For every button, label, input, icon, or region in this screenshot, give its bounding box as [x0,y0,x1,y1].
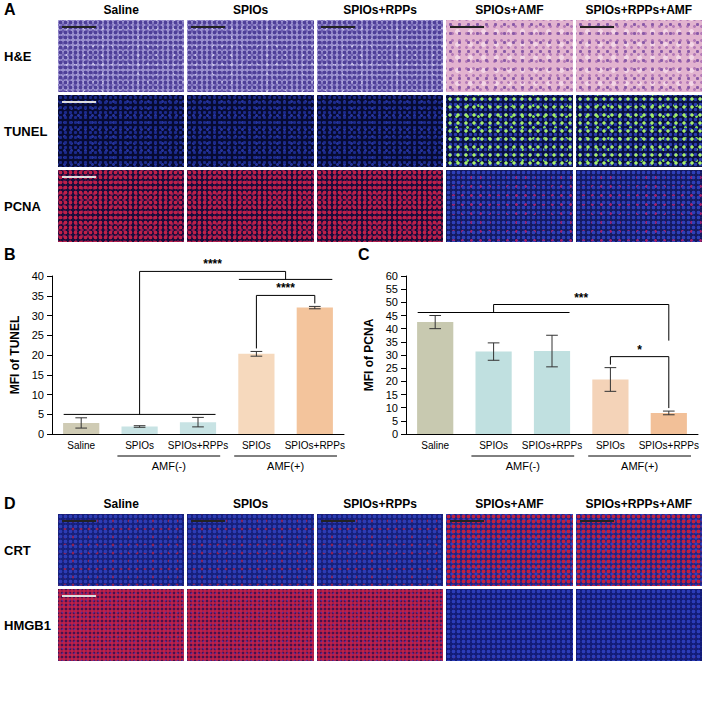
svg-text:SPIOs+RPPs: SPIOs+RPPs [522,440,582,451]
html-text:SPIOs+RPPs: SPIOs+RPPs [343,3,417,17]
svg-text:35: 35 [386,336,398,348]
svg-text:25: 25 [386,362,398,374]
html-text:SPIOs+AMF: SPIOs+AMF [475,497,544,511]
svg-text:10: 10 [386,402,398,414]
svg-text:0: 0 [38,428,44,440]
svg-text:SPIOs: SPIOs [242,440,271,451]
svg-text:SPIOs: SPIOs [596,440,625,451]
svg-text:60: 60 [386,270,398,282]
svg-text:55: 55 [386,283,398,295]
svg-text:****: **** [276,281,295,295]
svg-text:SPIOs+RPPs: SPIOs+RPPs [639,440,699,451]
html-text:CRT: CRT [4,542,31,558]
svg-text:30: 30 [386,349,398,361]
html-text:SPIOs+RPPs+AMF: SPIOs+RPPs+AMF [585,497,693,511]
svg-text:AMF(-): AMF(-) [152,460,186,472]
svg-text:AMF(+): AMF(+) [621,460,658,472]
svg-text:30: 30 [32,310,44,322]
svg-text:40: 40 [32,270,44,282]
svg-text:20: 20 [386,375,398,387]
html-text:D: D [4,495,16,512]
html-text:SPIOs: SPIOs [232,3,269,17]
svg-text:SPIOs+RPPs: SPIOs+RPPs [168,440,228,451]
svg-text:SPIOs: SPIOs [125,440,154,451]
html-text:H&E: H&E [4,48,32,64]
svg-text:SPIOs: SPIOs [479,440,508,451]
svg-text:35: 35 [32,290,44,302]
html-text:SPIOs+RPPs: SPIOs+RPPs [343,497,417,511]
svg-text:***: *** [574,291,588,305]
svg-text:40: 40 [386,323,398,335]
html-text:SPIOs+RPPs+AMF: SPIOs+RPPs+AMF [585,3,693,17]
svg-text:AMF(+): AMF(+) [267,460,304,472]
html-text:TUNEL: TUNEL [4,123,48,139]
svg-text:0: 0 [392,428,398,440]
svg-text:15: 15 [386,389,398,401]
svg-text:25: 25 [32,329,44,341]
svg-text:15: 15 [32,369,44,381]
svg-text:10: 10 [32,389,44,401]
svg-text:45: 45 [386,310,398,322]
svg-text:50: 50 [386,296,398,308]
svg-text:Saline: Saline [421,440,449,451]
svg-text:MFI of PCNA: MFI of PCNA [362,318,376,391]
svg-text:MFI of TUNEL: MFI of TUNEL [8,316,22,395]
svg-text:20: 20 [32,349,44,361]
svg-text:SPIOs+RPPs: SPIOs+RPPs [285,440,345,451]
html-text:C: C [358,246,370,263]
svg-text:Saline: Saline [67,440,95,451]
svg-text:5: 5 [392,415,398,427]
svg-text:****: **** [203,257,222,271]
html-text:B: B [4,246,16,263]
svg-text:AMF(-): AMF(-) [506,460,540,472]
svg-text:*: * [637,343,642,357]
html-text:A: A [4,1,16,18]
html-text:PCNA: PCNA [4,198,41,214]
html-text:HMGB1: HMGB1 [4,617,51,633]
html-text:Saline: Saline [103,497,139,511]
html-text:Saline: Saline [103,3,139,17]
html-text:SPIOs+AMF: SPIOs+AMF [475,3,544,17]
html-text:SPIOs: SPIOs [232,497,269,511]
svg-text:5: 5 [38,408,44,420]
